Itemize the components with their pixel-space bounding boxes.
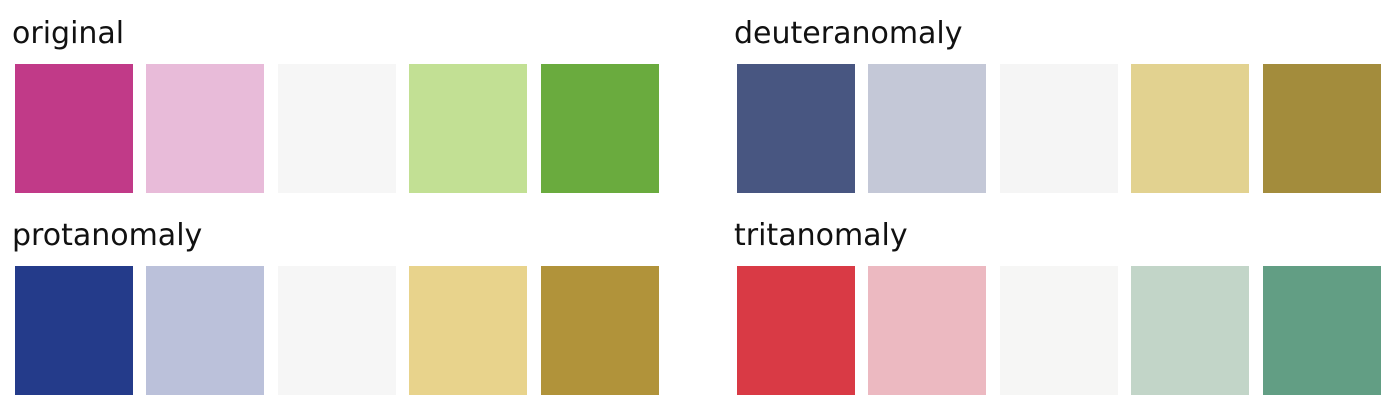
- color-swatch: [737, 64, 855, 193]
- panel-protanomaly: protanomaly: [12, 216, 672, 406]
- panel-original: original: [12, 14, 672, 204]
- color-swatch: [737, 266, 855, 395]
- swatch-row: [737, 64, 1387, 193]
- swatch-row: [15, 266, 665, 395]
- color-swatch: [541, 266, 659, 395]
- color-swatch: [409, 266, 527, 395]
- panel-deuteranomaly: deuteranomaly: [734, 14, 1394, 204]
- color-swatch: [1263, 64, 1381, 193]
- color-swatch: [15, 64, 133, 193]
- color-swatch: [868, 266, 986, 395]
- swatch-row: [15, 64, 665, 193]
- color-swatch: [868, 64, 986, 193]
- panel-tritanomaly: tritanomaly: [734, 216, 1394, 406]
- color-swatch: [278, 64, 396, 193]
- color-swatch: [1263, 266, 1381, 395]
- color-swatch: [146, 266, 264, 395]
- panel-title: protanomaly: [12, 218, 203, 253]
- color-swatch: [1131, 64, 1249, 193]
- panel-title: tritanomaly: [734, 218, 908, 253]
- color-swatch: [15, 266, 133, 395]
- panel-title: deuteranomaly: [734, 16, 963, 51]
- color-swatch: [409, 64, 527, 193]
- color-swatch: [1000, 64, 1118, 193]
- color-swatch: [1000, 266, 1118, 395]
- color-swatch: [278, 266, 396, 395]
- color-swatch: [146, 64, 264, 193]
- panel-title: original: [12, 16, 125, 51]
- swatch-row: [737, 266, 1387, 395]
- color-swatch: [541, 64, 659, 193]
- color-swatch: [1131, 266, 1249, 395]
